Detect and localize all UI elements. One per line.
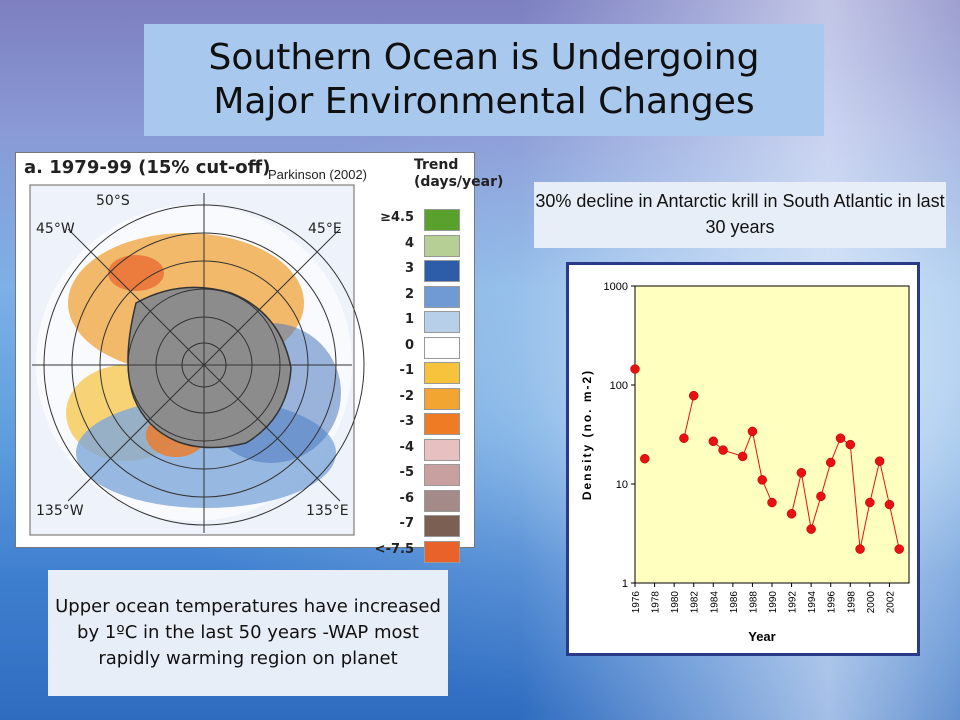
data-point — [630, 364, 640, 374]
data-point — [796, 467, 807, 478]
antarctica-landmass — [127, 286, 292, 449]
trend-scale-swatch — [424, 336, 460, 359]
data-point — [718, 445, 728, 455]
krill-density-chart: 1 10 100 1000 1976 1978 1980 1982 1984 1986 1988 19… — [566, 262, 920, 656]
x-tick-label: 1986 — [729, 591, 740, 614]
trend-scale-label: <-7.5 — [374, 541, 414, 557]
data-point — [845, 439, 856, 450]
trend-scale-label: -6 — [399, 490, 414, 506]
trend-scale-label: 1 — [404, 312, 414, 327]
trend-scale-label: -2 — [399, 388, 414, 404]
trend-scale-swatch — [424, 387, 460, 410]
trend-scale-label: -5 — [399, 465, 414, 480]
trend-scale-label: 2 — [404, 286, 414, 302]
polar-map-svg: 50°S 45°W 45°E 135°W 135°E — [29, 184, 365, 536]
x-tick-label: 1994 — [807, 591, 818, 614]
trend-scale-swatch — [424, 464, 460, 486]
lat-label-50s: 50°S — [96, 193, 130, 209]
data-point — [825, 457, 836, 468]
series-line — [791, 437, 900, 550]
data-point — [747, 426, 758, 437]
trend-scale-swatch — [424, 260, 460, 282]
trend-scale-swatch — [424, 285, 460, 308]
data-point — [767, 497, 777, 508]
trend-scale-label: ≥4.5 — [380, 210, 414, 225]
x-tick-label: 1988 — [748, 591, 759, 614]
trend-scale-swatch — [424, 234, 460, 257]
map-panel-title: a. 1979-99 (15% cut-off) — [24, 157, 271, 178]
temperature-note-text: Upper ocean temperatures have increased … — [55, 596, 441, 669]
data-point — [806, 524, 816, 534]
title-line-1: Southern Ocean is Undergoing — [208, 37, 760, 78]
trend-legend-title-1: Trend — [414, 157, 459, 173]
lon-label-135w: 135°W — [36, 503, 84, 519]
data-point — [855, 544, 865, 554]
trend-scale-swatch — [424, 438, 460, 461]
trend-scale-swatch — [424, 540, 460, 563]
longitude-lines — [32, 193, 352, 533]
x-tick-label: 1990 — [768, 591, 779, 614]
x-tick-label: 2000 — [866, 591, 877, 614]
data-point — [688, 390, 699, 401]
trend-scale-label: -3 — [399, 414, 414, 429]
trend-legend-title: Trend (days/year) — [414, 157, 503, 191]
trend-scale-label: -1 — [399, 363, 414, 378]
x-tick-label: 1982 — [690, 591, 701, 614]
trend-scale-swatch — [424, 362, 460, 384]
krill-note: 30% decline in Antarctic krill in South … — [534, 182, 946, 248]
trend-scale-swatch — [424, 311, 460, 333]
lon-label-45e: 45°E — [308, 221, 342, 237]
krill-chart-svg: 1 10 100 1000 1976 1978 1980 1982 1984 1986 1988 19… — [580, 281, 910, 644]
plot-area — [634, 285, 910, 584]
data-point — [786, 509, 797, 519]
slide-title: Southern Ocean is Undergoing Major Envir… — [144, 24, 824, 136]
trend-scale-swatch — [424, 209, 460, 231]
data-point — [894, 544, 904, 554]
data-point — [884, 499, 895, 510]
trend-scale-label: 0 — [404, 337, 414, 353]
data-point — [835, 433, 846, 443]
data-point — [816, 491, 826, 502]
lon-label-135e: 135°E — [306, 503, 349, 519]
x-tick-label: 1984 — [709, 591, 720, 614]
data-point — [874, 456, 885, 466]
trend-scale-label: -7 — [399, 516, 414, 531]
y-tick-label: 1000 — [604, 281, 628, 293]
trend-scale-swatch — [424, 413, 460, 435]
map-credit: Parkinson (2002) — [268, 167, 367, 182]
data-point — [679, 433, 689, 443]
x-tick-label: 1996 — [827, 591, 838, 614]
lon-label-45w: 45°W — [36, 221, 75, 237]
x-tick-label: 1980 — [670, 591, 681, 614]
y-axis-label: Density (no. m-2) — [580, 369, 594, 500]
data-point — [757, 475, 767, 485]
trend-scale-swatch — [424, 515, 460, 537]
x-tick-label: 1992 — [788, 591, 799, 614]
title-line-2: Major Environmental Changes — [213, 81, 755, 122]
trend-scale-swatch — [424, 489, 460, 512]
trend-legend-title-2: (days/year) — [414, 174, 504, 190]
data-point — [737, 451, 748, 462]
x-tick-label: 1976 — [631, 591, 642, 614]
x-tick-label: 1998 — [846, 591, 857, 614]
sea-ice-trend-map: 50°S 45°W 45°E 135°W 135°E a. 1979-99 (1… — [15, 152, 503, 563]
data-point — [708, 436, 719, 447]
temperature-note: Upper ocean temperatures have increased … — [48, 570, 448, 696]
y-tick-label: 1 — [622, 578, 628, 590]
y-tick-label: 100 — [610, 380, 628, 392]
trend-scale-label: -4 — [399, 439, 414, 455]
x-tick-label: 2002 — [885, 591, 896, 614]
x-axis-label: Year — [748, 629, 775, 644]
series-line — [683, 395, 695, 439]
data-point — [865, 497, 875, 508]
trend-scale-label: 4 — [404, 235, 414, 251]
x-tick-label: 1978 — [651, 591, 662, 614]
data-point — [640, 453, 650, 464]
trend-scale-label: 3 — [404, 261, 414, 276]
y-tick-label: 10 — [616, 479, 628, 491]
